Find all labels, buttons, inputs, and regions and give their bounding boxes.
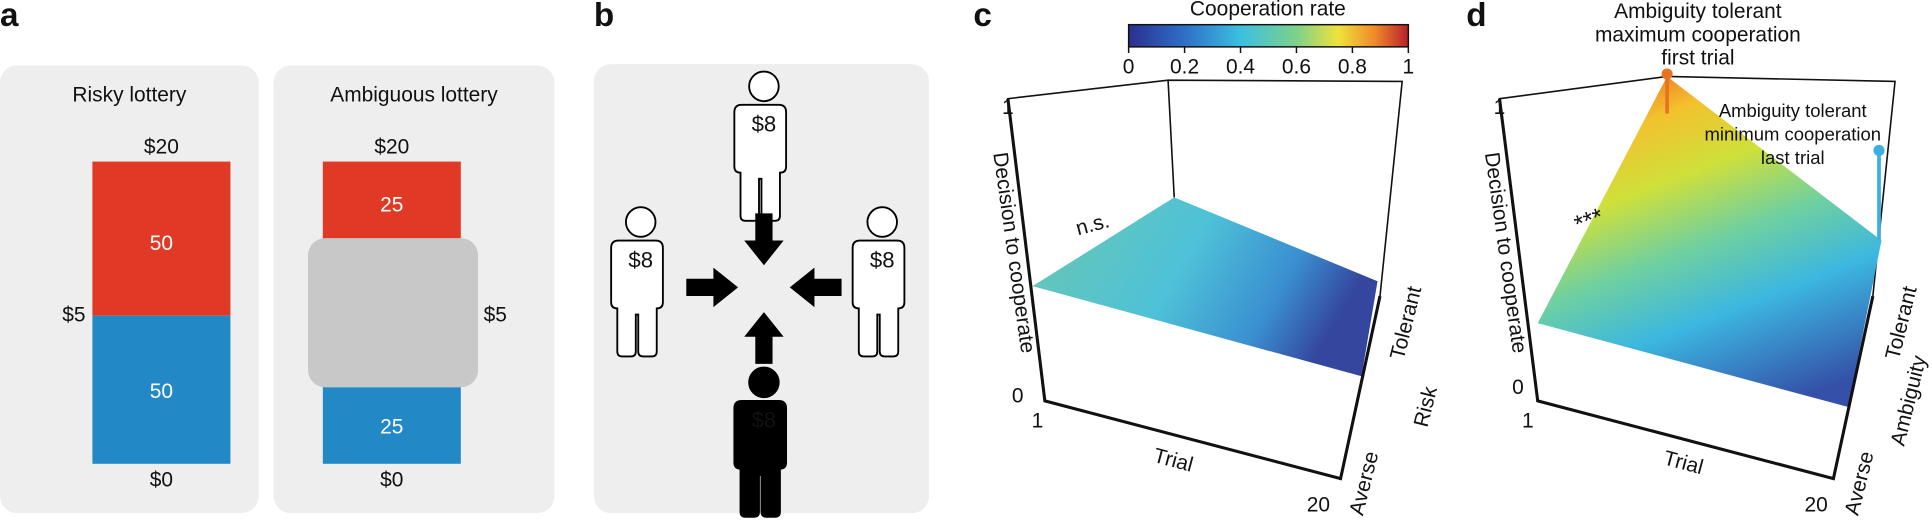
arrow <box>686 267 739 308</box>
win-segment <box>92 161 231 316</box>
lottery-title: Ambiguous lottery <box>330 84 498 107</box>
x-tick: 1 <box>1032 409 1044 432</box>
arrow <box>744 312 784 364</box>
callout-dot <box>1873 144 1885 157</box>
player-head <box>625 206 657 238</box>
player-body <box>733 399 788 518</box>
players: $8 $8 $8 $8 <box>610 70 906 518</box>
x-axis-label: Trial <box>1661 447 1706 480</box>
z-tick: 0 <box>1012 385 1024 408</box>
player-endowment: $8 <box>628 247 653 272</box>
probability-label: 25 <box>380 194 403 217</box>
y-end-label: Tolerant <box>1386 284 1426 362</box>
colorbar-tick-label: 1 <box>1403 55 1415 78</box>
z-tick: 0 <box>1512 376 1524 399</box>
payoff-label: $5 <box>62 303 85 326</box>
colorbar-title: Cooperation rate <box>1190 0 1346 20</box>
z-tick: 1 <box>1494 96 1506 119</box>
y-end-label: Tolerant <box>1881 284 1921 362</box>
player-body <box>733 103 788 222</box>
player-endowment: $8 <box>870 247 895 272</box>
x-tick: 20 <box>1805 493 1828 516</box>
callout-text: minimum cooperation <box>1704 124 1881 145</box>
player-endowment: $8 <box>752 112 777 137</box>
colorbar-tick-label: 0.2 <box>1170 55 1199 78</box>
box-edge <box>1167 80 1176 198</box>
panel-bg <box>593 64 930 514</box>
z-axis-label: Decision to cooperate <box>1480 151 1531 355</box>
player-head <box>748 366 780 399</box>
probability-label: 50 <box>150 380 173 403</box>
player-head <box>866 206 898 238</box>
lose-segment <box>92 315 231 464</box>
player-body <box>851 239 906 358</box>
y-axis-label: Ambiguity <box>1887 353 1932 448</box>
arrow <box>789 267 842 308</box>
y-end-label: Averse <box>1841 449 1879 517</box>
payoff-label: $20 <box>144 136 179 159</box>
lottery-title: Risky lottery <box>72 84 186 107</box>
callout-text: Ambiguity tolerant <box>1614 0 1782 23</box>
axis <box>1497 98 1875 481</box>
panel-label: a <box>0 0 19 34</box>
panel-label: c <box>973 0 992 34</box>
colorbar <box>1127 23 1410 48</box>
arrow <box>744 213 784 266</box>
x-axis-label: Trial <box>1151 444 1196 477</box>
z-axis-label: Decision to cooperate <box>988 151 1039 355</box>
player-endowment: $8 <box>752 408 777 433</box>
player-body <box>610 239 664 358</box>
annotation: n.s. <box>1073 209 1112 240</box>
player-head <box>748 70 780 103</box>
panel-label: d <box>1466 0 1486 34</box>
x-tick: 20 <box>1307 493 1330 516</box>
callout-text: Ambiguity tolerant <box>1719 100 1867 121</box>
surface <box>1032 197 1378 377</box>
colorbar-tick-label: 0.8 <box>1338 55 1367 78</box>
callout-text: maximum cooperation <box>1595 23 1801 46</box>
payoff-label: $20 <box>374 136 409 159</box>
axis <box>1006 98 1382 481</box>
y-end-label: Averse <box>1345 449 1383 517</box>
z-tick: 1 <box>1002 96 1014 119</box>
colorbar-tick-label: 0.4 <box>1226 55 1255 78</box>
colorbar-tick-label: 0.6 <box>1282 55 1311 78</box>
panel-label: b <box>594 0 614 34</box>
surface <box>1537 76 1882 408</box>
win-segment <box>322 161 461 248</box>
callout-dot <box>1661 68 1673 80</box>
payoff-label: $0 <box>380 469 403 492</box>
callout-text: last trial <box>1761 147 1825 168</box>
y-axis-label: Risk <box>1410 384 1442 430</box>
probability-label: 50 <box>150 232 173 255</box>
colorbar-tick-label: 0 <box>1123 55 1135 78</box>
x-tick: 1 <box>1522 409 1534 432</box>
colorbar-ticks: 0 0.2 0.4 0.6 0.8 1 <box>1123 46 1415 78</box>
callout-text: first trial <box>1661 47 1734 70</box>
ambiguity-cover <box>308 238 479 388</box>
probability-label: 25 <box>380 416 403 439</box>
payoff-label: $0 <box>150 469 173 492</box>
payoff-label: $5 <box>484 303 507 326</box>
